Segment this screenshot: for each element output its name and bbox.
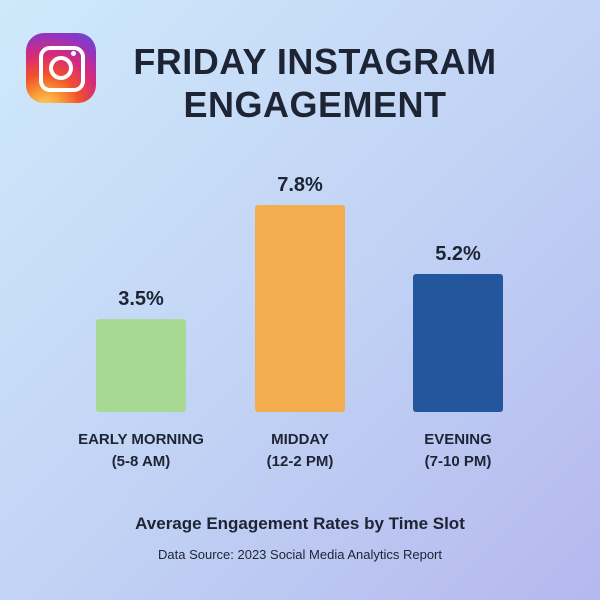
category-label-1-line-1: EARLY MORNING: [78, 431, 204, 448]
value-label-1: 3.5%: [118, 288, 164, 310]
data-source-note: Data Source: 2023 Social Media Analytics…: [158, 547, 442, 562]
bar-1: [96, 319, 186, 412]
category-label-3-line-1: EVENING: [424, 431, 492, 448]
category-label-1-line-2: (5-8 AM): [112, 453, 171, 470]
title-line-1: FRIDAY INSTAGRAM: [133, 41, 497, 82]
value-label-3: 5.2%: [435, 243, 481, 265]
title-line-2: ENGAGEMENT: [183, 84, 447, 125]
bar-3: [413, 274, 503, 412]
category-label-2-line-2: (12-2 PM): [267, 453, 334, 470]
chart-subtitle: Average Engagement Rates by Time Slot: [135, 514, 465, 533]
instagram-logo-icon: [26, 33, 96, 103]
value-label-2: 7.8%: [277, 174, 323, 196]
category-label-2-line-1: MIDDAY: [271, 431, 329, 448]
bar-2: [255, 205, 345, 412]
category-label-3-line-2: (7-10 PM): [425, 453, 492, 470]
page-title: FRIDAY INSTAGRAM ENGAGEMENT: [80, 40, 550, 126]
